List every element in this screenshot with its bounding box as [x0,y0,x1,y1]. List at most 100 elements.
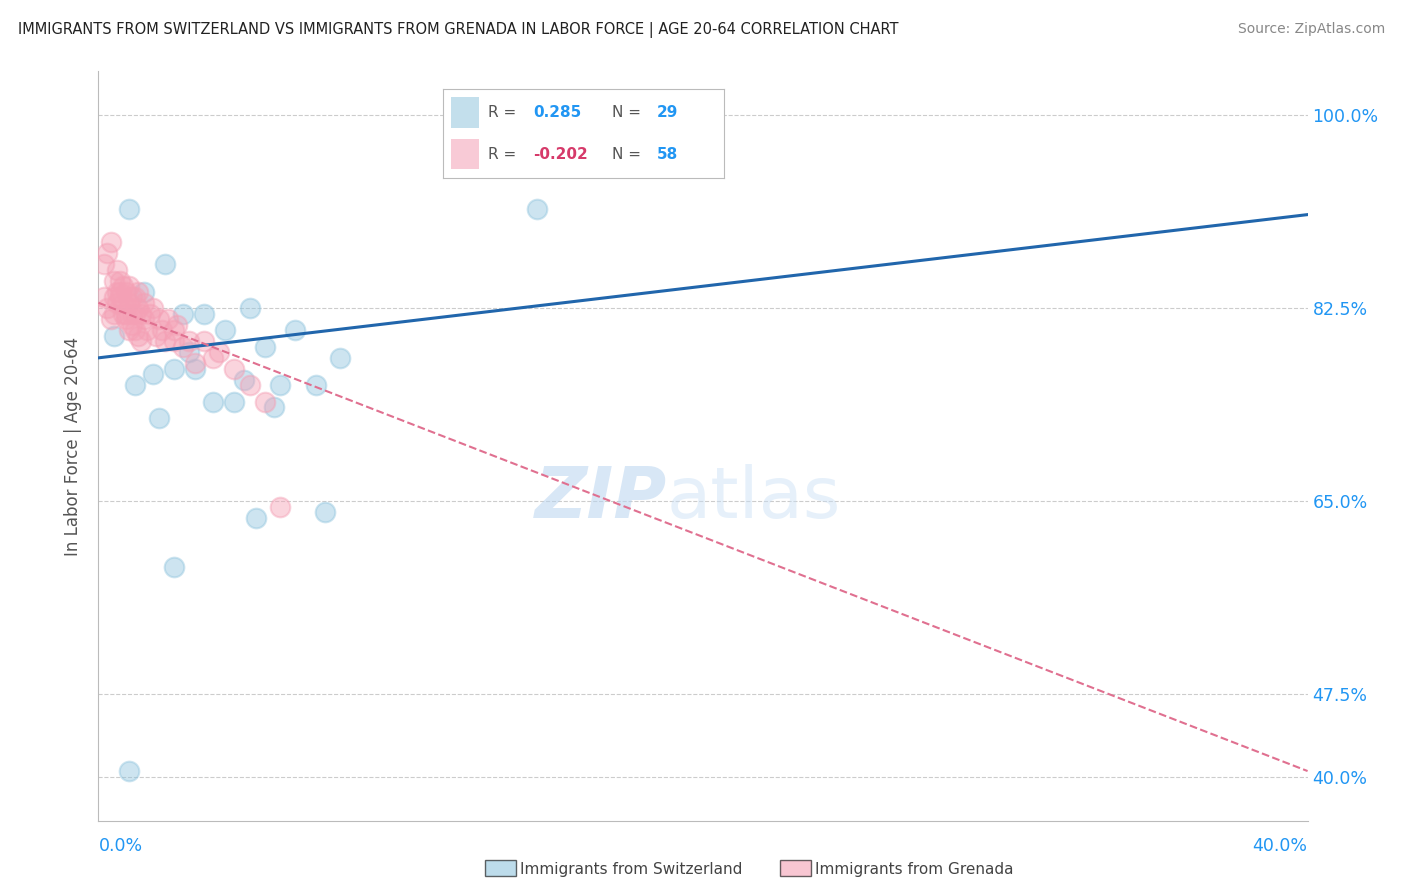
Point [156,312,179,326]
Point [124,307,146,321]
Point [132,285,155,299]
Point [111,307,134,321]
Point [150,323,173,337]
Point [105,295,128,310]
Text: 0.0%: 0.0% [98,838,142,855]
Point [153,334,176,349]
Point [284,323,307,337]
Text: N =: N = [612,147,645,161]
Point [129,307,152,321]
Text: 40.0%: 40.0% [1253,838,1308,855]
Point [124,323,146,337]
Point [100,312,122,326]
Text: 58: 58 [657,147,678,161]
Text: ZIP: ZIP [534,464,666,533]
Point [148,312,170,326]
Point [172,307,194,321]
Text: R =: R = [488,105,522,120]
Point [224,395,246,409]
Point [118,323,141,337]
Point [239,301,262,316]
Text: N =: N = [612,105,645,120]
Point [108,285,131,299]
Point [118,202,141,216]
Point [114,307,136,321]
Point [145,328,167,343]
Point [184,362,207,376]
Bar [451,139,479,169]
Point [121,307,143,321]
Point [118,279,141,293]
Text: atlas: atlas [666,464,841,533]
Text: Immigrants from Switzerland: Immigrants from Switzerland [520,863,742,877]
Point [127,285,149,299]
Point [232,373,254,387]
Text: 0.285: 0.285 [533,105,581,120]
Point [263,401,285,415]
Point [105,285,128,299]
Point [111,295,134,310]
Point [127,301,149,316]
Point [166,318,188,332]
Point [118,295,141,310]
Point [214,323,236,337]
Point [118,764,141,778]
Text: IMMIGRANTS FROM SWITZERLAND VS IMMIGRANTS FROM GRENADA IN LABOR FORCE | AGE 20-6: IMMIGRANTS FROM SWITZERLAND VS IMMIGRANT… [18,22,898,38]
Point [108,290,131,304]
Point [179,334,201,349]
Point [124,378,146,392]
Text: Immigrants from Grenada: Immigrants from Grenada [815,863,1014,877]
Text: R =: R = [488,147,522,161]
Point [208,345,231,359]
Point [202,351,225,365]
Point [121,290,143,304]
Point [103,274,125,288]
Point [163,323,186,337]
Y-axis label: In Labor Force | Age 20-64: In Labor Force | Age 20-64 [65,336,83,556]
Point [114,285,136,299]
Point [132,295,155,310]
Point [193,307,215,321]
Point [179,345,201,359]
Point [314,505,336,519]
Point [129,334,152,349]
Point [93,290,115,304]
Point [121,318,143,332]
Point [305,378,328,392]
Point [163,362,186,376]
Point [139,307,162,321]
Point [132,312,155,326]
Point [135,323,157,337]
Point [329,351,352,365]
Point [105,262,128,277]
Point [526,202,548,216]
Point [172,340,194,354]
Point [153,257,176,271]
Point [142,368,165,382]
Point [163,334,186,349]
Point [96,301,118,316]
Point [184,356,207,370]
Point [239,378,262,392]
Point [224,362,246,376]
Point [93,257,115,271]
Point [253,340,276,354]
Point [108,274,131,288]
Text: -0.202: -0.202 [533,147,588,161]
Point [269,378,291,392]
Point [193,334,215,349]
Point [100,235,122,249]
Point [692,111,714,125]
Point [111,279,134,293]
Point [253,395,276,409]
Point [114,312,136,326]
Point [245,510,267,524]
Point [103,307,125,321]
Point [202,395,225,409]
Point [124,290,146,304]
Point [127,328,149,343]
Point [163,560,186,574]
Point [96,246,118,260]
Point [103,328,125,343]
Bar [451,97,479,128]
